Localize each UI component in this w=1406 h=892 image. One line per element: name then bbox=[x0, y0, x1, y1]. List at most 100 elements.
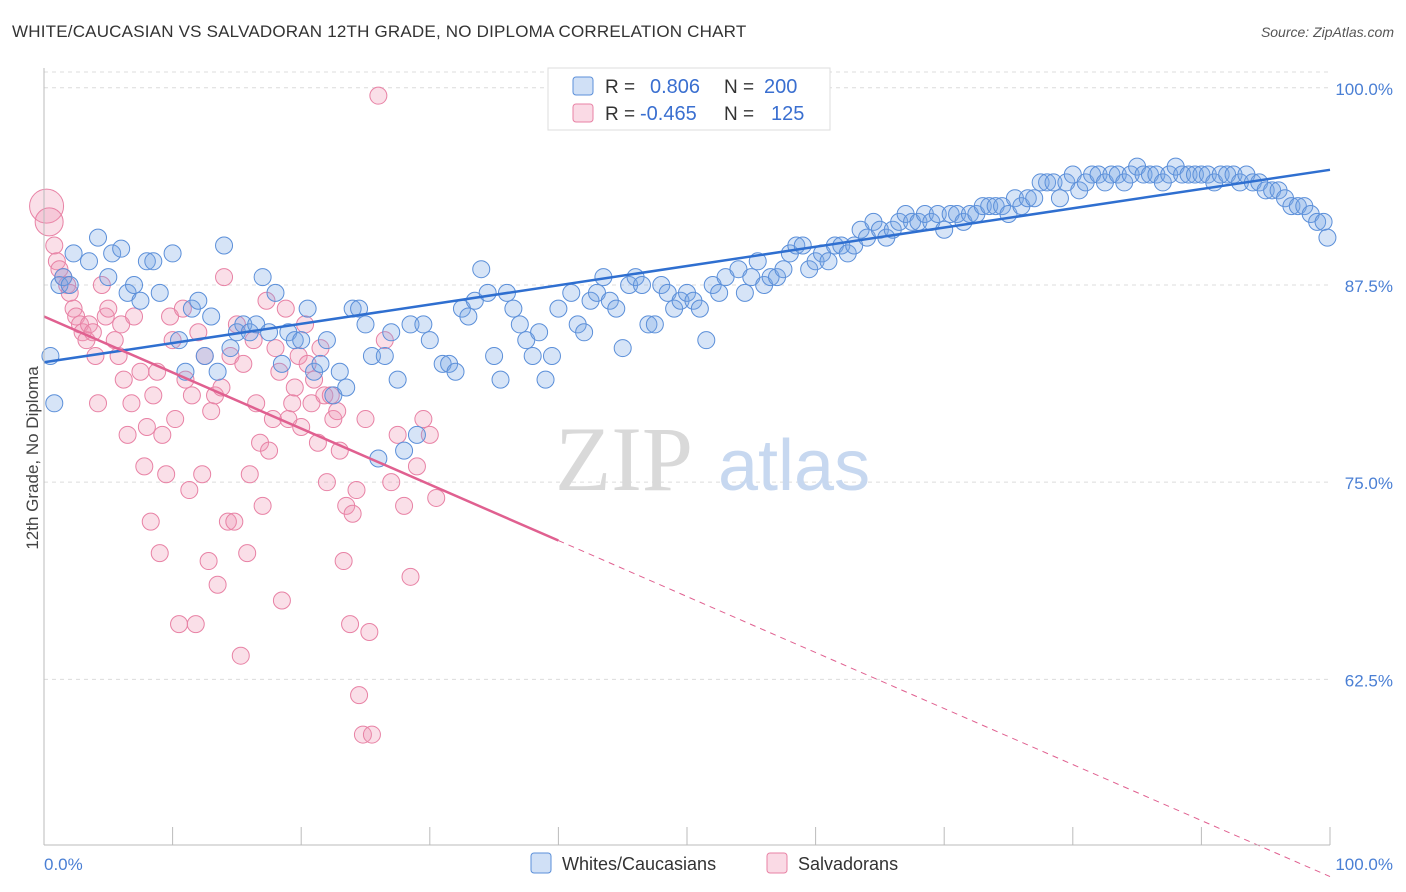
whites-point bbox=[446, 362, 465, 381]
salvadorans-point bbox=[208, 575, 227, 594]
whites-point bbox=[1134, 165, 1153, 184]
legend-box bbox=[547, 67, 831, 131]
salvadorans-point bbox=[353, 725, 372, 744]
whites-point bbox=[137, 252, 156, 271]
salvadorans-point bbox=[260, 441, 279, 460]
whites-point bbox=[658, 283, 677, 302]
salvadorans-point bbox=[202, 402, 221, 421]
whites-point bbox=[317, 331, 336, 350]
whites-point bbox=[542, 346, 561, 365]
legend-swatch-blue bbox=[572, 76, 594, 96]
whites-point bbox=[112, 239, 131, 258]
whites-point bbox=[1140, 165, 1159, 184]
salvadorans-point bbox=[266, 339, 285, 358]
salvadorans-point bbox=[166, 410, 185, 429]
whites-point bbox=[99, 268, 118, 287]
whites-point bbox=[324, 386, 343, 405]
whites-point bbox=[388, 370, 407, 389]
whites-point bbox=[208, 362, 227, 381]
whites-point bbox=[260, 323, 279, 342]
legend-n-value-2: 125 bbox=[771, 103, 804, 125]
salvadorans-point bbox=[182, 386, 201, 405]
whites-point bbox=[375, 346, 394, 365]
whites-point bbox=[472, 260, 491, 279]
whites-point bbox=[980, 197, 999, 216]
whites-point bbox=[587, 283, 606, 302]
salvadorans-point bbox=[257, 291, 276, 310]
salvadorans-point bbox=[29, 188, 65, 224]
whites-point bbox=[131, 291, 150, 310]
whites-point bbox=[1314, 212, 1333, 231]
salvadorans-points bbox=[29, 86, 446, 744]
whites-point bbox=[485, 346, 504, 365]
whites-point bbox=[639, 315, 658, 334]
whites-point bbox=[941, 204, 960, 223]
y-tick-label: 100.0% bbox=[1335, 80, 1393, 99]
salvadorans-point bbox=[395, 496, 414, 515]
whites-point bbox=[1038, 173, 1057, 192]
salvadorans-point bbox=[283, 394, 302, 413]
salvadorans-point bbox=[253, 496, 272, 515]
whites-point bbox=[935, 220, 954, 239]
whites-point bbox=[1044, 173, 1063, 192]
x-tick-label-min: 0.0% bbox=[44, 855, 83, 874]
whites-point bbox=[613, 339, 632, 358]
whites-point bbox=[1063, 165, 1082, 184]
salvadorans-point bbox=[362, 725, 381, 744]
salvadorans-point bbox=[341, 615, 360, 634]
whites-point bbox=[632, 275, 651, 294]
bottom-swatch-blue bbox=[530, 852, 552, 874]
whites-point bbox=[382, 323, 401, 342]
whites-point bbox=[202, 307, 221, 326]
salvadorans-point bbox=[251, 433, 270, 452]
salvadorans-point bbox=[328, 402, 347, 421]
whites-point bbox=[60, 275, 79, 294]
salvadorans-point bbox=[99, 299, 118, 318]
whites-point bbox=[774, 260, 793, 279]
salvadorans-point bbox=[382, 473, 401, 492]
whites-point bbox=[761, 268, 780, 287]
whites-point bbox=[562, 283, 581, 302]
whites-point bbox=[401, 315, 420, 334]
whites-point bbox=[163, 244, 182, 263]
salvadorans-point bbox=[170, 615, 189, 634]
salvadorans-point bbox=[114, 370, 133, 389]
salvadorans-point bbox=[414, 410, 433, 429]
salvadorans-point bbox=[276, 299, 295, 318]
salvadorans-point bbox=[199, 552, 218, 571]
salvadorans-point bbox=[401, 567, 420, 586]
whites-point bbox=[478, 283, 497, 302]
whites-point bbox=[144, 252, 163, 271]
whites-point bbox=[517, 331, 536, 350]
salvadorans-point bbox=[315, 386, 334, 405]
whites-point bbox=[1308, 212, 1327, 231]
whites-point bbox=[125, 275, 144, 294]
whites-point bbox=[1282, 197, 1301, 216]
whites-point bbox=[195, 346, 214, 365]
y-axis-label: 12th Grade, No Diploma bbox=[23, 366, 42, 550]
y-tick-label: 75.0% bbox=[1345, 474, 1393, 493]
whites-point bbox=[311, 354, 330, 373]
salvadorans-point bbox=[189, 323, 208, 342]
watermark-atlas: atlas bbox=[718, 426, 870, 506]
salvadorans-point bbox=[186, 615, 205, 634]
salvadorans-point bbox=[350, 686, 369, 705]
salvadorans-point bbox=[150, 544, 169, 563]
whites-point bbox=[819, 252, 838, 271]
whites-point bbox=[350, 299, 369, 318]
whites-point bbox=[1083, 165, 1102, 184]
salvadorans-point bbox=[193, 465, 212, 484]
source-label: Source: ZipAtlas.com bbox=[1260, 24, 1394, 40]
salvadorans-point bbox=[89, 394, 108, 413]
watermark-zip: ZIP bbox=[555, 408, 693, 510]
whites-point bbox=[253, 268, 272, 287]
salvadorans-point bbox=[369, 86, 388, 105]
whites-point bbox=[1318, 228, 1337, 247]
whites-point bbox=[793, 236, 812, 255]
salvadorans-point bbox=[125, 307, 144, 326]
whites-point bbox=[973, 197, 992, 216]
salvadorans-point bbox=[234, 354, 253, 373]
y-tick-label: 62.5% bbox=[1345, 671, 1393, 690]
salvadorans-point bbox=[240, 465, 259, 484]
